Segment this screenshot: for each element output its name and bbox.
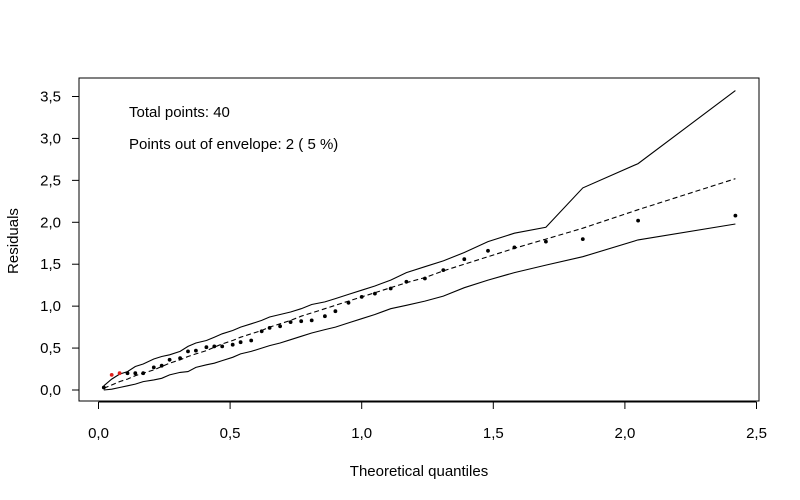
data-point — [133, 371, 138, 376]
data-point — [299, 319, 304, 324]
data-point-out-of-envelope — [117, 371, 122, 376]
data-point — [259, 329, 264, 334]
data-point — [462, 257, 467, 262]
annotation-out-of-envelope: Points out of envelope: 2 ( 5 %) — [129, 136, 338, 153]
data-point — [278, 324, 282, 329]
data-point — [346, 300, 351, 305]
y-tick-label: 2,5 — [40, 172, 61, 189]
data-point — [238, 340, 243, 345]
data-point — [230, 342, 235, 347]
data-point — [212, 344, 217, 349]
y-tick-label: 1,5 — [40, 256, 61, 273]
x-axis-label: Theoretical quantiles — [350, 463, 488, 480]
data-point — [544, 239, 548, 244]
data-point — [267, 326, 272, 330]
data-point — [125, 371, 130, 376]
data-point — [373, 291, 377, 296]
plot-frame — [78, 77, 760, 402]
data-point — [151, 365, 156, 370]
data-point — [333, 309, 338, 314]
x-axis: 0,0 0,5 1,0 1,5 2,0 2,5 — [88, 401, 767, 442]
data-point — [423, 276, 427, 281]
envelope-upper-line — [103, 90, 736, 387]
data-point — [220, 344, 225, 349]
data-point-out-of-envelope — [109, 373, 114, 377]
envelope-lower-line — [103, 223, 736, 391]
data-point — [512, 245, 517, 250]
x-tick-label: 1,5 — [483, 425, 504, 442]
y-tick-label: 0,0 — [40, 382, 61, 399]
data-point — [404, 279, 409, 284]
x-tick-label: 2,0 — [614, 425, 635, 442]
median-dashed-line — [103, 178, 736, 389]
data-point — [580, 237, 585, 242]
data-point — [167, 357, 172, 362]
annotation-total-points: Total points: 40 — [129, 104, 230, 121]
data-point — [186, 349, 190, 354]
data-point — [309, 318, 314, 323]
x-tick-label: 0,5 — [220, 425, 241, 442]
data-point — [441, 268, 446, 272]
data-point — [359, 295, 364, 299]
data-point — [486, 248, 490, 253]
data-point — [323, 314, 327, 319]
x-tick-label: 0,0 — [88, 425, 109, 442]
data-point — [288, 320, 293, 324]
y-tick-label: 3,0 — [40, 130, 61, 147]
y-tick-label: 3,5 — [40, 89, 61, 106]
data-point — [249, 338, 254, 343]
data-point — [194, 348, 198, 353]
y-tick-label: 0,5 — [40, 340, 61, 357]
y-axis: 0,0 0,5 1,0 1,5 2,0 2,5 3,0 3,5 — [40, 89, 80, 399]
x-tick-label: 1,0 — [351, 425, 372, 442]
data-point — [178, 356, 183, 360]
data-point — [159, 363, 164, 368]
y-tick-label: 1,0 — [40, 298, 61, 315]
envelope-lines — [103, 90, 736, 391]
y-tick-label: 2,0 — [40, 214, 61, 231]
data-point — [101, 385, 106, 390]
y-axis-label: Residuals — [5, 208, 22, 274]
data-point — [141, 371, 146, 376]
data-point — [388, 286, 393, 291]
data-point — [733, 213, 738, 218]
data-points — [101, 213, 738, 390]
x-tick-label: 2,5 — [746, 425, 767, 442]
data-point — [636, 218, 640, 223]
data-point — [204, 345, 209, 350]
